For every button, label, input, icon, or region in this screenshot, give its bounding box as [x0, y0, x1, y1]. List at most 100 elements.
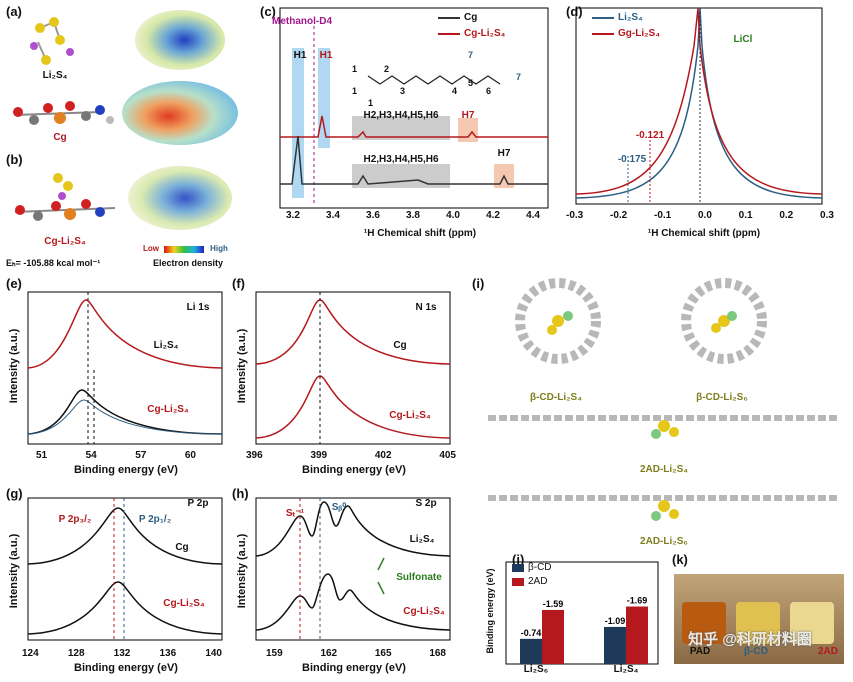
e-top: Li₂S₄ [153, 340, 179, 351]
j-legend-swatch-2ad [512, 578, 524, 586]
panel-label-j: (j) [512, 552, 525, 567]
c-xtick: 3.4 [326, 210, 340, 221]
g-xtick: 124 [22, 648, 39, 659]
vial-pad [682, 602, 726, 644]
xps-chart-h [255, 497, 451, 641]
cg-li2s4-molecule [14, 173, 116, 221]
bar-chart-j: -0.74 -1.59 -1.09-1.69 [505, 561, 659, 665]
label-cg: Cg [53, 132, 67, 143]
e-title: Li 1s [186, 302, 210, 313]
d-value-121: -0.121 [635, 130, 665, 141]
e-bottom: Cg-Li₂S₄ [147, 404, 189, 415]
panel-label-e: (e) [6, 276, 22, 291]
g-xtick: 136 [159, 648, 177, 659]
panel-label-i: (i) [472, 276, 485, 291]
h-xlabel: Binding energy (eV) [302, 662, 406, 674]
h-title: S 2p [415, 498, 437, 509]
h-xtick: 168 [429, 648, 446, 659]
c-hgroup-top: H2,H3,H4,H5,H6 [363, 110, 439, 121]
c-num: 1 [368, 98, 374, 108]
panel-label-b: (b) [6, 152, 23, 167]
c-num: 6 [486, 86, 492, 96]
c-h7-top: H7 [461, 110, 475, 121]
d-xticks: -0.3 -0.2 -0.1 0.0 0.1 0.2 0.3 [566, 210, 834, 221]
c-legend-cg: Cg [464, 12, 478, 23]
d-xtick: -0.3 [566, 210, 584, 221]
c-xtick: 3.6 [366, 210, 380, 221]
xps-chart-f [255, 291, 451, 445]
h-top: Li₂S₄ [409, 534, 435, 545]
i-m4: 2AD-Li₂S₆ [640, 536, 688, 547]
c-hgroup-bottom: H2,H3,H4,H5,H6 [363, 154, 439, 165]
molecule-figures-ab [13, 10, 238, 253]
panel-label-a: (a) [6, 4, 22, 19]
bar-2AD-Li₂S₆ [542, 609, 564, 664]
i-m2: β-CD-Li₂S₆ [696, 392, 748, 403]
c-num: 7 [468, 50, 474, 60]
bar-label: -1.59 [543, 599, 564, 609]
h-ylabel: Intensity (a.u.) [236, 533, 248, 609]
j-ylabel: Binding energy (eV) [485, 568, 495, 654]
j-cat-li2s4: Li₂S₄ [613, 664, 639, 675]
c-num: 5 [468, 78, 474, 88]
g-title: P 2p [187, 498, 209, 509]
vial-2ad [790, 602, 834, 644]
watermark: 知乎 @科研材料圈 [688, 631, 812, 648]
d-xtick: 0.3 [820, 210, 834, 221]
h-xticks: 159 162 165 168 [266, 648, 446, 659]
colorbar-low: Low [143, 244, 159, 253]
j-legend-swatch-bcd [512, 564, 524, 572]
bar-2AD-Li₂S₄ [626, 606, 648, 664]
f-xticks: 396 399 402 405 [246, 450, 456, 461]
c-xtick: 3.8 [406, 210, 420, 221]
g-xticks: 124 128 132 136 140 [22, 648, 222, 659]
d-xtick: -0.2 [610, 210, 628, 221]
e-xtick: 60 [184, 450, 196, 461]
panel-label-g: (g) [6, 486, 23, 501]
molecular-models-i [488, 278, 838, 521]
bar-β-CD-Li₂S₄ [604, 626, 626, 664]
xps-chart-e [27, 291, 223, 445]
electron-density-label: Electron density [152, 258, 224, 268]
c-h7-bottom: H7 [497, 148, 511, 159]
e-xtick: 57 [135, 450, 147, 461]
f-top: Cg [393, 340, 407, 351]
c-h1-left: H1 [293, 50, 307, 61]
h-st: Sₜ⁻¹ [285, 508, 305, 519]
i-m3: 2AD-Li₂S₄ [639, 464, 689, 475]
c-num: 4 [452, 86, 458, 96]
density-colorbar [164, 246, 204, 253]
label-cg-li2s4: Cg-Li₂S₄ [44, 236, 86, 247]
f-xtick: 402 [374, 450, 392, 461]
c-legend-cg-li2s4: Cg-Li₂S₄ [464, 28, 506, 39]
c-xtick: 3.2 [286, 210, 300, 221]
i-m1: β-CD-Li₂S₄ [530, 392, 582, 403]
c-solvent: Methanol-D4 [272, 16, 332, 27]
g-p32: P 2p₃/₂ [58, 514, 92, 525]
c-xtick: 4.4 [526, 210, 540, 221]
xps-chart-g [27, 497, 223, 641]
g-bottom: Cg-Li₂S₄ [163, 598, 205, 609]
f-xtick: 396 [246, 450, 263, 461]
c-num: 3 [400, 86, 406, 96]
c-num: 2 [384, 64, 390, 74]
j-legend-bcd: β-CD [528, 562, 552, 573]
g-xtick: 132 [113, 648, 131, 659]
c-xtick: 4.0 [446, 210, 460, 221]
vial-bcd [736, 602, 780, 644]
f-xtick: 405 [439, 450, 456, 461]
j-legend-2ad: 2AD [528, 576, 548, 587]
g-p12: P 2p₁/₂ [138, 514, 172, 525]
binding-energy-text: Eₕ= -105.88 kcal mol⁻¹ [6, 258, 101, 268]
li2s4-molecule [30, 17, 74, 65]
k-label-bcd: β-CD [744, 646, 768, 657]
d-licl: LiCl [733, 34, 753, 45]
bar-label: -1.69 [627, 596, 648, 606]
f-xtick: 399 [310, 450, 328, 461]
colorbar-high: High [210, 244, 228, 253]
h-sb: Sᵦ⁰ [331, 502, 347, 513]
g-ylabel: Intensity (a.u.) [8, 533, 20, 609]
bar-label: -0.74 [521, 628, 542, 638]
h-xtick: 159 [266, 648, 283, 659]
d-legend-li2s4: Li₂S₄ [618, 12, 643, 23]
